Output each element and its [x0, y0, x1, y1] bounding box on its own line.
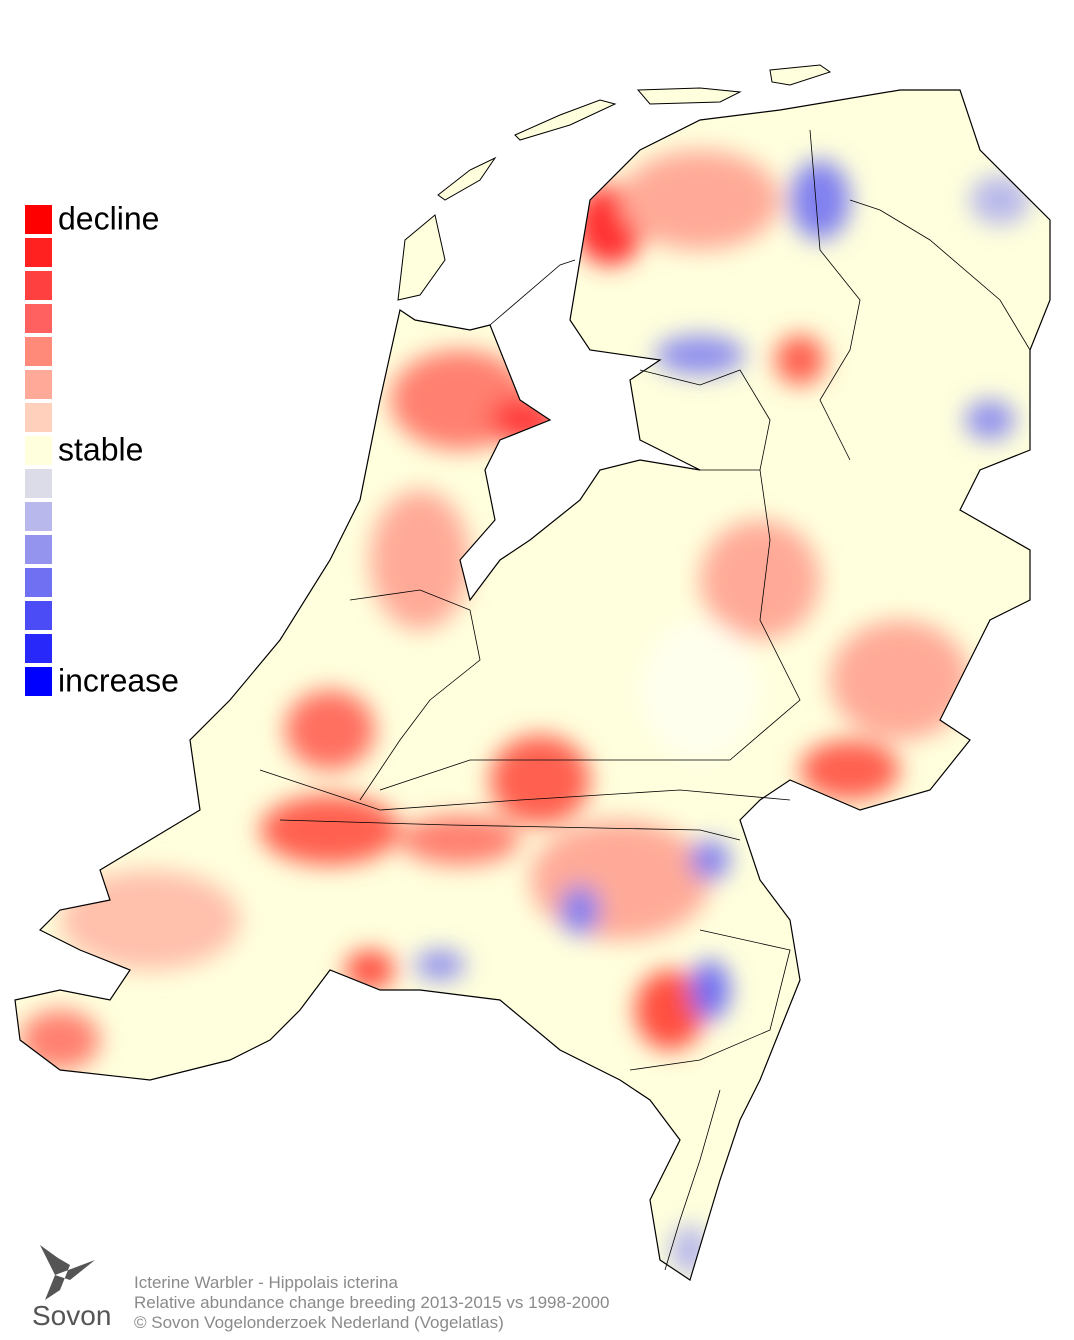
- caption-line: Relative abundance change breeding 2013-…: [134, 1293, 609, 1312]
- logo-bird: [40, 1245, 95, 1300]
- legend-swatch: [25, 403, 52, 432]
- legend-swatch: [25, 502, 52, 531]
- legend-swatch: [25, 370, 52, 399]
- legend-swatch: [25, 568, 52, 597]
- legend-swatch: [25, 436, 52, 465]
- legend: decline stable increase: [25, 200, 179, 698]
- province-borders: [259, 129, 1031, 1271]
- legend-swatch: [25, 205, 52, 234]
- legend-swatch: [25, 304, 52, 333]
- legend-swatch: [25, 601, 52, 630]
- logo: Sovon: [32, 1245, 111, 1331]
- legend-label: decline: [58, 200, 159, 236]
- caption-line: © Sovon Vogelonderzoek Nederland (Vogela…: [134, 1313, 504, 1332]
- legend-swatch: [25, 469, 52, 498]
- legend-swatch: [25, 634, 52, 663]
- caption: Icterine Warbler - Hippolais icterinaRel…: [134, 1273, 609, 1332]
- islands: [397, 64, 832, 301]
- caption-line: Icterine Warbler - Hippolais icterina: [134, 1273, 398, 1292]
- legend-swatch: [25, 667, 52, 696]
- legend-label: stable: [58, 431, 143, 467]
- legend-label: increase: [58, 662, 179, 698]
- legend-swatch: [25, 535, 52, 564]
- logo-text: Sovon: [32, 1300, 111, 1331]
- legend-swatch: [25, 271, 52, 300]
- legend-swatch: [25, 337, 52, 366]
- legend-swatch: [25, 238, 52, 267]
